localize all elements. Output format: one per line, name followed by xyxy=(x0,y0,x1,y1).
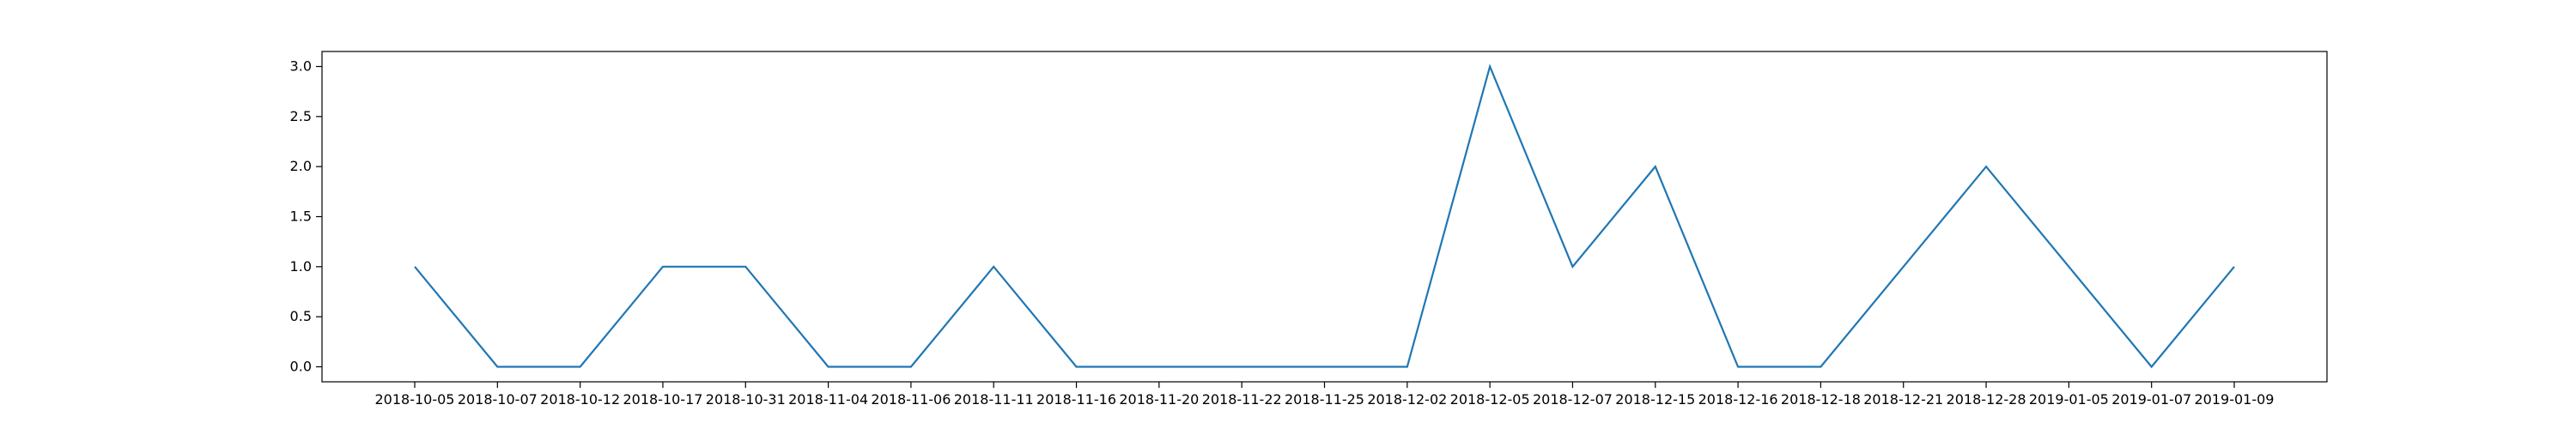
x-tick-label: 2018-11-11 xyxy=(954,391,1034,408)
x-tick-label: 2018-11-22 xyxy=(1202,391,1282,408)
x-tick-label: 2018-10-05 xyxy=(375,391,455,408)
plot-frame xyxy=(321,51,2328,383)
y-tick-label: 1.5 xyxy=(290,208,312,225)
x-tick-label: 2018-12-18 xyxy=(1781,391,1861,408)
x-tick-label: 2018-12-05 xyxy=(1450,391,1530,408)
x-tick-label: 2018-11-06 xyxy=(871,391,951,408)
x-tick-label: 2018-11-25 xyxy=(1285,391,1364,408)
x-tick-label: 2019-01-07 xyxy=(2111,391,2191,408)
x-tick-label: 2018-10-12 xyxy=(540,391,620,408)
y-tick-label: 2.5 xyxy=(290,108,312,124)
x-tick-label: 2018-11-20 xyxy=(1119,391,1199,408)
x-tick-label: 2018-10-31 xyxy=(706,391,786,408)
x-tick-label: 2018-12-16 xyxy=(1698,391,1778,408)
y-tick-label: 3.0 xyxy=(290,58,312,75)
series-layer xyxy=(414,63,2235,369)
series-line xyxy=(414,63,2235,369)
x-tick-label: 2019-01-09 xyxy=(2195,391,2275,408)
axes: 0.0 0.5 1.0 1.5 2.0 2.5 3.0 2018-10-05 2018-10-0… xyxy=(290,51,2328,408)
x-tick-label: 2018-12-21 xyxy=(1863,391,1943,408)
x-tick-label: 2018-12-28 xyxy=(1947,391,2026,408)
y-tick-label: 0.0 xyxy=(290,359,312,375)
y-tick-label: 0.5 xyxy=(290,308,312,324)
x-tick-label: 2018-10-17 xyxy=(623,391,702,408)
y-tick-label: 1.0 xyxy=(290,258,312,275)
x-tick-label: 2018-10-07 xyxy=(458,391,538,408)
x-tick-label: 2018-12-07 xyxy=(1533,391,1613,408)
x-tick-label: 2019-01-05 xyxy=(2029,391,2109,408)
x-tick-label: 2018-11-04 xyxy=(788,391,868,408)
y-tick-label: 2.0 xyxy=(290,158,312,174)
x-tick-label: 2018-12-02 xyxy=(1367,391,1447,408)
x-tick-label: 2018-12-15 xyxy=(1615,391,1695,408)
x-tick-label: 2018-11-16 xyxy=(1036,391,1116,408)
